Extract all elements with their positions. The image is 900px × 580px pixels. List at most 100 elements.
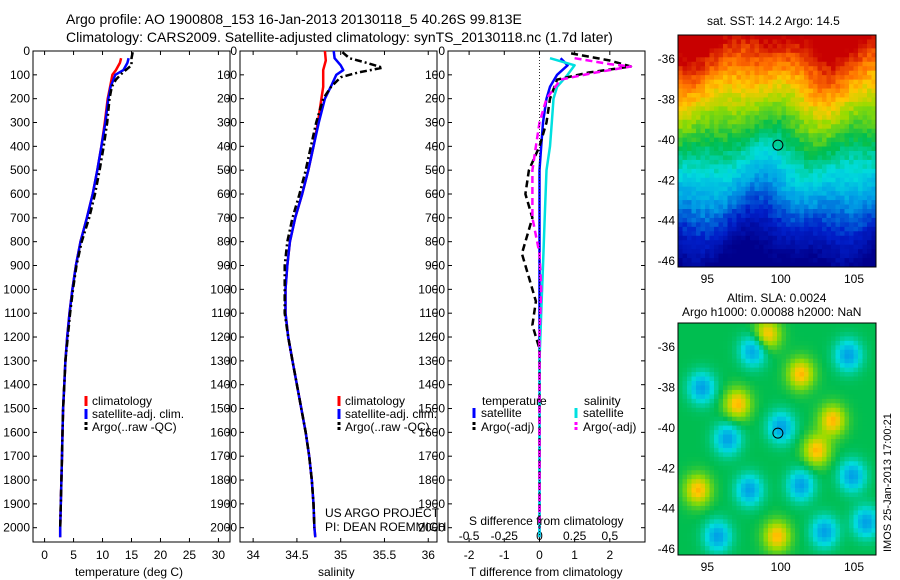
- y-tick-label: 900: [217, 259, 237, 273]
- heatmap-cell: [849, 474, 855, 480]
- heatmap-cell: [763, 394, 769, 400]
- heatmap-cell: [804, 465, 810, 471]
- heatmap-cell: [781, 523, 787, 529]
- heatmap-cell: [714, 479, 720, 485]
- heatmap-cell: [682, 52, 688, 58]
- heatmap-cell: [835, 142, 841, 148]
- heatmap-cell: [781, 488, 787, 494]
- heatmap-cell: [768, 177, 774, 183]
- heatmap-cell: [727, 385, 733, 391]
- heatmap-cell: [808, 244, 814, 250]
- heatmap-cell: [714, 133, 720, 139]
- heatmap-cell: [817, 177, 823, 183]
- heatmap-cell: [709, 550, 715, 555]
- heatmap-cell: [849, 528, 855, 534]
- heatmap-cell: [709, 514, 715, 520]
- heatmap-cell: [745, 550, 751, 555]
- heatmap-cell: [790, 191, 796, 197]
- map-y-tick-label: -40: [658, 133, 676, 147]
- heatmap-cell: [858, 452, 864, 458]
- heatmap-cell: [763, 385, 769, 391]
- heatmap-cell: [714, 336, 720, 342]
- heatmap-cell: [853, 372, 859, 378]
- salinity-legend: climatology satellite-adj. clim. Argo(..…: [337, 394, 437, 434]
- heatmap-cell: [858, 412, 864, 418]
- heatmap-cell: [678, 385, 684, 391]
- heatmap-cell: [763, 101, 769, 107]
- heatmap-cell: [736, 327, 742, 333]
- heatmap-cell: [678, 222, 684, 228]
- heatmap-cell: [862, 52, 868, 58]
- heatmap-cell: [849, 168, 855, 174]
- heatmap-cell: [849, 323, 855, 329]
- heatmap-cell: [790, 323, 796, 329]
- heatmap-cell: [835, 159, 841, 165]
- heatmap-cell: [858, 195, 864, 201]
- heatmap-cell: [687, 456, 693, 462]
- heatmap-cell: [754, 226, 760, 232]
- heatmap-cell: [871, 363, 876, 369]
- heatmap-cell: [849, 258, 855, 264]
- heatmap-cell: [705, 204, 711, 210]
- heatmap-cell: [867, 222, 873, 228]
- heatmap-cell: [853, 349, 859, 355]
- heatmap-cell: [862, 394, 868, 400]
- legend-label-satellite-t: satellite: [481, 406, 522, 420]
- heatmap-cell: [849, 262, 855, 267]
- heatmap-cell: [790, 501, 796, 507]
- heatmap-cell: [741, 209, 747, 215]
- heatmap-cell: [709, 39, 715, 45]
- heatmap-cell: [817, 349, 823, 355]
- heatmap-cell: [714, 376, 720, 382]
- heatmap-cell: [700, 173, 706, 179]
- heatmap-cell: [790, 43, 796, 49]
- heatmap-cell: [759, 488, 765, 494]
- heatmap-cell: [817, 434, 823, 440]
- heatmap-cell: [736, 532, 742, 538]
- heatmap-cell: [817, 398, 823, 404]
- heatmap-cell: [840, 61, 846, 67]
- heatmap-cell: [745, 363, 751, 369]
- heatmap-cell: [786, 354, 792, 360]
- heatmap-cell: [768, 372, 774, 378]
- heatmap-cell: [682, 258, 688, 264]
- heatmap-cell: [741, 363, 747, 369]
- heatmap-cell: [795, 421, 801, 427]
- heatmap-cell: [696, 151, 702, 157]
- heatmap-cell: [741, 88, 747, 94]
- heatmap-cell: [732, 137, 738, 143]
- heatmap-cell: [858, 159, 864, 165]
- heatmap-cell: [871, 323, 876, 329]
- heatmap-cell: [705, 168, 711, 174]
- heatmap-cell: [687, 209, 693, 215]
- heatmap-cell: [754, 124, 760, 130]
- heatmap-cell: [727, 492, 733, 498]
- heatmap-cell: [777, 213, 783, 219]
- heatmap-cell: [763, 52, 769, 58]
- heatmap-cell: [705, 372, 711, 378]
- heatmap-cell: [808, 235, 814, 241]
- heatmap-cell: [768, 75, 774, 81]
- heatmap-cell: [682, 93, 688, 99]
- heatmap-cell: [705, 258, 711, 264]
- heatmap-cell: [840, 354, 846, 360]
- heatmap-cell: [750, 151, 756, 157]
- heatmap-cell: [727, 39, 733, 45]
- heatmap-cell: [867, 532, 873, 538]
- heatmap-cell: [687, 421, 693, 427]
- heatmap-cell: [862, 88, 868, 94]
- heatmap-cell: [772, 35, 778, 41]
- heatmap-cell: [682, 191, 688, 197]
- heatmap-cell: [849, 416, 855, 422]
- heatmap-cell: [808, 465, 814, 471]
- heatmap-cell: [682, 231, 688, 237]
- heatmap-cell: [745, 93, 751, 99]
- heatmap-cell: [723, 209, 729, 215]
- heatmap-cell: [696, 430, 702, 436]
- heatmap-cell: [840, 331, 846, 337]
- heatmap-cell: [763, 168, 769, 174]
- heatmap-cell: [777, 151, 783, 157]
- heatmap-cell: [786, 407, 792, 413]
- heatmap-cell: [772, 142, 778, 148]
- heatmap-cell: [849, 421, 855, 427]
